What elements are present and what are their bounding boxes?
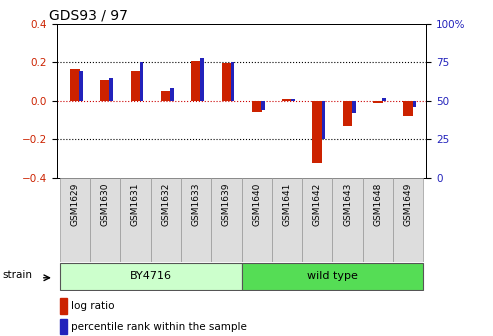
Text: strain: strain xyxy=(3,270,33,280)
Text: GSM1632: GSM1632 xyxy=(161,182,170,226)
Bar xyxy=(170,88,174,101)
Bar xyxy=(242,263,423,290)
Text: GSM1629: GSM1629 xyxy=(70,182,79,226)
Bar xyxy=(101,80,110,101)
Bar xyxy=(60,178,90,262)
Bar xyxy=(221,63,231,101)
Bar xyxy=(291,99,295,101)
Bar xyxy=(373,101,383,103)
Text: GSM1631: GSM1631 xyxy=(131,182,140,226)
Text: GSM1633: GSM1633 xyxy=(192,182,201,226)
Bar xyxy=(393,178,423,262)
Text: GSM1648: GSM1648 xyxy=(374,182,383,226)
Bar xyxy=(60,319,67,334)
Text: GSM1639: GSM1639 xyxy=(222,182,231,226)
Bar xyxy=(363,178,393,262)
Bar xyxy=(261,101,265,110)
Bar xyxy=(413,101,416,107)
Bar xyxy=(302,178,332,262)
Bar xyxy=(231,62,234,101)
Bar xyxy=(211,178,242,262)
Bar xyxy=(60,298,67,314)
Bar xyxy=(321,101,325,139)
Bar xyxy=(140,62,143,101)
Bar xyxy=(79,72,83,101)
Bar xyxy=(151,178,181,262)
Bar xyxy=(242,178,272,262)
Bar xyxy=(131,71,141,101)
Text: GSM1642: GSM1642 xyxy=(313,182,322,225)
Bar xyxy=(313,101,322,163)
Bar xyxy=(70,69,80,101)
Text: GDS93 / 97: GDS93 / 97 xyxy=(49,8,128,23)
Bar xyxy=(161,91,171,101)
Text: wild type: wild type xyxy=(307,271,358,281)
Bar xyxy=(282,99,292,101)
Bar xyxy=(181,178,211,262)
Text: GSM1643: GSM1643 xyxy=(343,182,352,226)
Bar xyxy=(343,101,352,126)
Bar xyxy=(332,178,363,262)
Bar xyxy=(352,101,355,113)
Text: GSM1641: GSM1641 xyxy=(282,182,291,226)
Bar xyxy=(403,101,413,116)
Bar xyxy=(382,98,386,101)
Text: BY4716: BY4716 xyxy=(130,271,172,281)
Text: GSM1630: GSM1630 xyxy=(101,182,109,226)
Bar xyxy=(90,178,120,262)
Text: log ratio: log ratio xyxy=(71,301,115,311)
Bar xyxy=(272,178,302,262)
Bar xyxy=(109,78,113,101)
Text: percentile rank within the sample: percentile rank within the sample xyxy=(71,322,247,332)
Bar xyxy=(60,263,242,290)
Bar xyxy=(252,101,262,113)
Bar xyxy=(200,57,204,101)
Text: GSM1649: GSM1649 xyxy=(404,182,413,226)
Bar xyxy=(191,61,201,101)
Bar xyxy=(120,178,151,262)
Text: GSM1640: GSM1640 xyxy=(252,182,261,226)
